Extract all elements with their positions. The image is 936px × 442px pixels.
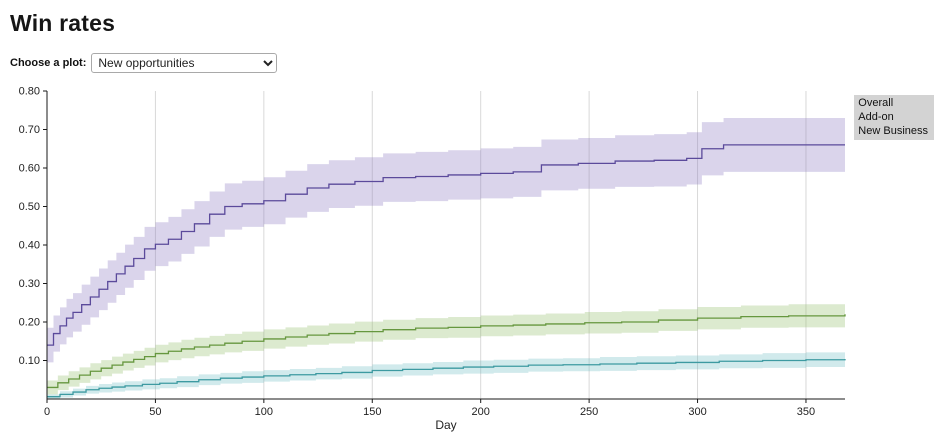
x-tick-label: 0	[44, 406, 50, 418]
x-tick-label: 100	[255, 406, 273, 418]
legend-entry: Overall	[858, 97, 894, 109]
y-tick-label: 0.40	[19, 240, 40, 252]
confidence-band-add-on	[47, 302, 845, 395]
series-line-new-business	[47, 358, 846, 398]
y-tick-label: 0.60	[19, 163, 40, 175]
x-axis-title: Day	[435, 418, 456, 432]
x-tick-label: 150	[363, 406, 381, 418]
series-line-overall	[47, 144, 845, 346]
y-tick-label: 0.30	[19, 278, 40, 290]
y-tick-label: 0.50	[19, 201, 40, 213]
series-line-add-on	[47, 314, 846, 389]
plot-select[interactable]: New opportunities	[91, 53, 278, 73]
chart-area: 0 50 100 150 200 250 300 350 0.10 0.20 0.30 0.40 0.5…	[0, 77, 936, 437]
legend-entry: New Business	[858, 125, 928, 138]
x-tick-label: 350	[797, 406, 815, 418]
legend-entry: Add-on	[858, 111, 894, 124]
win-rates-chart: 0 50 100 150 200 250 300 350 0.10 0.20 0.30 0.40 0.5…	[19, 86, 846, 432]
y-tick-label: 0.20	[19, 317, 40, 329]
x-tick-label: 50	[149, 406, 161, 418]
chart-legend: Overall Add-on New Business	[854, 95, 934, 141]
y-tick-label: 0.80	[19, 86, 40, 98]
x-tick-label: 250	[580, 406, 598, 418]
plot-controls: Choose a plot: New opportunities	[10, 53, 936, 73]
x-tick-label: 200	[472, 406, 490, 418]
x-tick-label: 300	[688, 406, 706, 418]
plot-select-label: Choose a plot:	[10, 57, 87, 69]
page-title: Win rates	[10, 10, 116, 36]
y-tick-label: 0.70	[19, 124, 40, 136]
confidence-band-overall	[47, 117, 845, 363]
y-tick-label: 0.10	[19, 355, 40, 367]
